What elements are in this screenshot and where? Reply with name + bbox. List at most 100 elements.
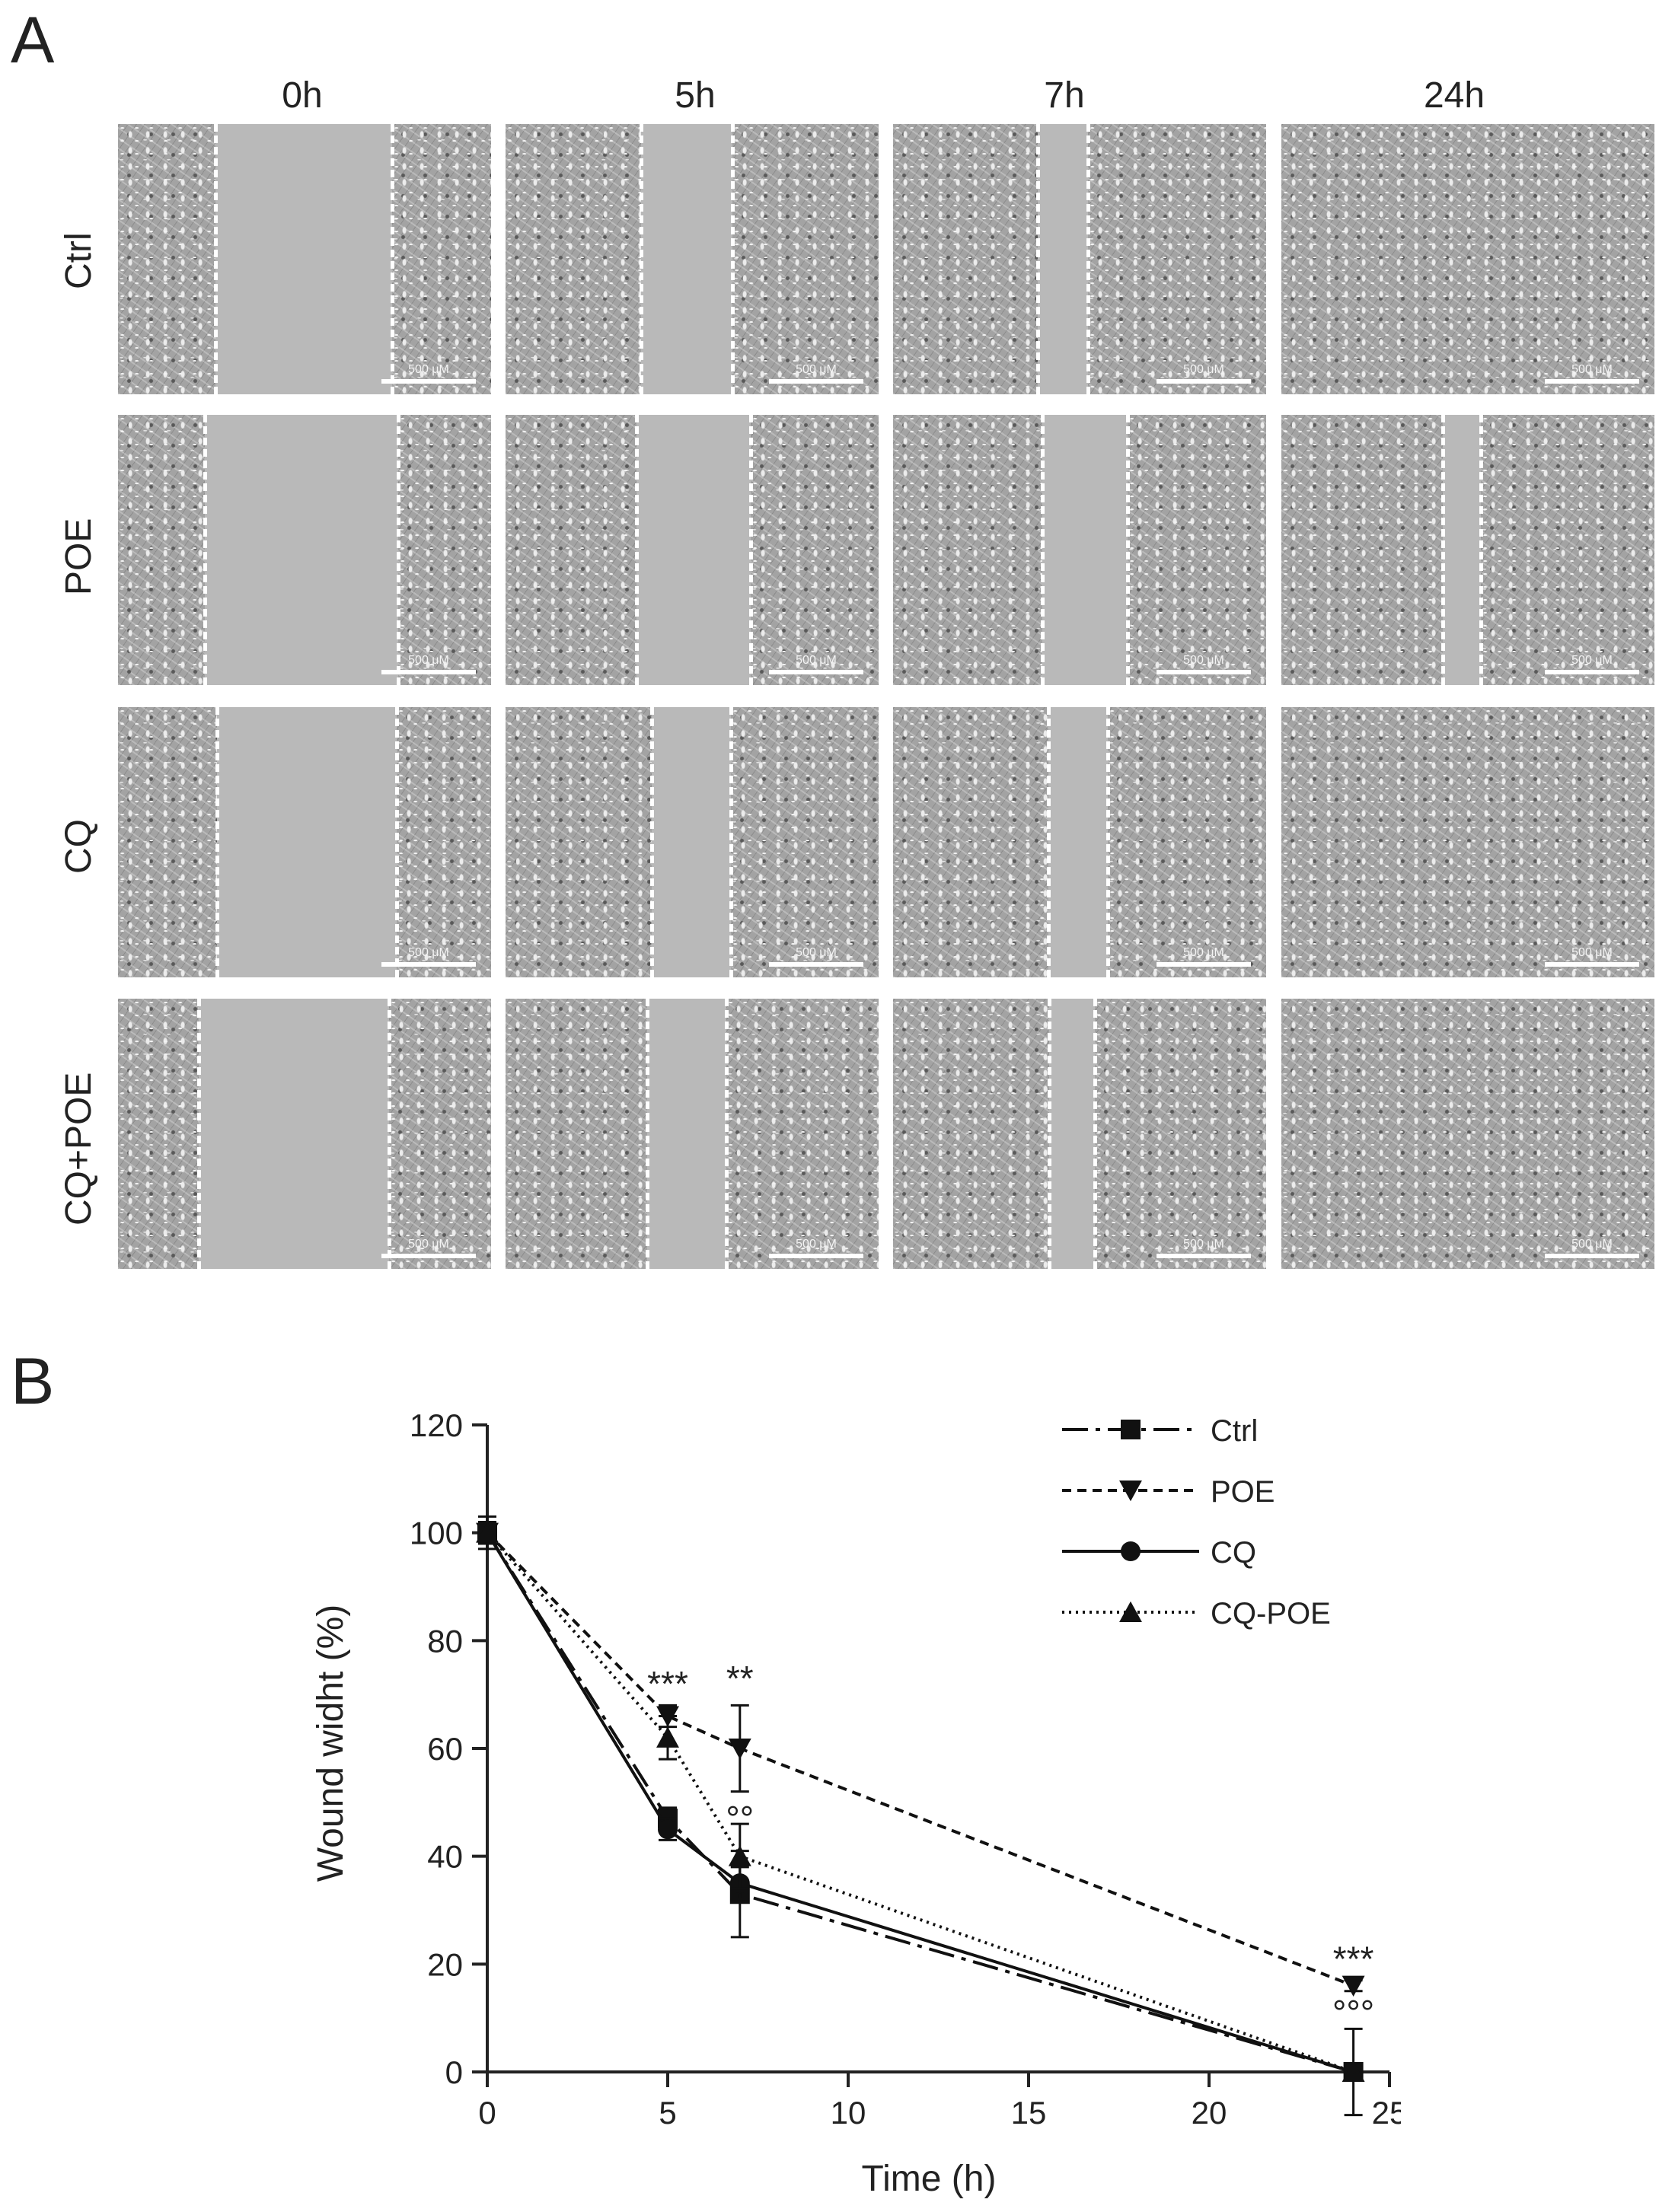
micrograph-ctrl-0h: 500 μM bbox=[118, 124, 491, 394]
micrograph-poe-0h: 500 μM bbox=[118, 415, 491, 685]
wound-edge-right bbox=[388, 999, 391, 1269]
x-tick-label: 20 bbox=[1192, 2095, 1227, 2131]
data-point bbox=[1342, 1975, 1365, 1997]
scale-bar: 500 μM bbox=[381, 655, 476, 674]
legend-label-poe: POE bbox=[1211, 1475, 1275, 1509]
scale-bar-line bbox=[1545, 1254, 1639, 1258]
x-tick-label: 15 bbox=[1011, 2095, 1047, 2131]
wound-edge-right bbox=[749, 415, 753, 685]
chart-series-layer bbox=[476, 1515, 1365, 2117]
cell-layer-left bbox=[118, 999, 199, 1269]
cell-layer-left bbox=[893, 999, 1049, 1269]
scale-bar-line bbox=[381, 670, 476, 674]
wound-gap bbox=[641, 124, 732, 394]
cell-layer-right bbox=[731, 707, 879, 977]
condition-label-cq: CQ bbox=[59, 819, 99, 874]
significance-marker: *** bbox=[647, 1664, 688, 1704]
cell-layer-left bbox=[118, 707, 217, 977]
wound-edge-right bbox=[1106, 707, 1110, 977]
wound-gap bbox=[199, 999, 389, 1269]
y-tick-label: 120 bbox=[410, 1407, 463, 1443]
scale-bar: 500 μM bbox=[381, 1238, 476, 1258]
cell-layer-left bbox=[893, 415, 1042, 685]
scale-bar-label: 500 μM bbox=[408, 363, 449, 376]
micrograph-poe-5h: 500 μM bbox=[506, 415, 879, 685]
scale-bar: 500 μM bbox=[769, 947, 863, 967]
legend-label-ctrl: Ctrl bbox=[1211, 1414, 1258, 1448]
micrograph-cq-poe-5h: 500 μM bbox=[506, 999, 879, 1269]
cell-layer-right bbox=[398, 415, 491, 685]
wound-edge-right bbox=[731, 124, 735, 394]
micrograph-cq-7h: 500 μM bbox=[893, 707, 1266, 977]
data-point bbox=[728, 1739, 751, 1760]
cell-layer-confluent bbox=[1281, 999, 1654, 1269]
scale-bar: 500 μM bbox=[1545, 655, 1639, 674]
panel-b-letter: B bbox=[11, 1345, 55, 1418]
scale-bar: 500 μM bbox=[1545, 364, 1639, 384]
wound-edge-left bbox=[640, 124, 643, 394]
cell-layer-right bbox=[732, 124, 879, 394]
scale-bar: 500 μM bbox=[769, 655, 863, 674]
wound-gap bbox=[1042, 415, 1128, 685]
cell-layer-left bbox=[1281, 415, 1443, 685]
wound-edge-left bbox=[646, 999, 649, 1269]
cell-layer-left bbox=[506, 707, 652, 977]
cell-layer-right bbox=[392, 124, 491, 394]
wound-edge-right bbox=[1093, 999, 1097, 1269]
data-point bbox=[658, 1819, 678, 1840]
y-tick-label: 80 bbox=[427, 1623, 463, 1659]
cell-layer-left bbox=[506, 124, 641, 394]
cell-layer-right bbox=[1088, 124, 1266, 394]
wound-edge-left bbox=[1441, 415, 1445, 685]
wound-gap bbox=[652, 707, 731, 977]
wound-edge-left bbox=[203, 415, 207, 685]
data-point bbox=[728, 1845, 751, 1866]
scale-bar-line bbox=[1157, 379, 1251, 384]
wound-edge-right bbox=[395, 707, 399, 977]
scale-bar-line bbox=[769, 1254, 863, 1258]
cell-layer-right bbox=[389, 999, 491, 1269]
chart-annotation-layer: *** **°°***°°° bbox=[647, 1659, 1374, 2032]
series-line bbox=[486, 1532, 1354, 1987]
cell-layer-left bbox=[893, 707, 1048, 977]
cell-layer-left bbox=[506, 415, 636, 685]
cell-layer-left bbox=[893, 124, 1038, 394]
condition-label-cq-poe: CQ+POE bbox=[59, 1072, 99, 1226]
wound-gap bbox=[647, 999, 726, 1269]
x-tick-label: 25 bbox=[1372, 2095, 1401, 2131]
scale-bar-label: 500 μM bbox=[796, 654, 837, 667]
scale-bar: 500 μM bbox=[1157, 364, 1251, 384]
micrograph-cq-24h: 500 μM bbox=[1281, 707, 1654, 977]
micrograph-cq-poe-0h: 500 μM bbox=[118, 999, 491, 1269]
micrograph-poe-7h: 500 μM bbox=[893, 415, 1266, 685]
scale-bar-line bbox=[769, 379, 863, 384]
chart-axes: 0 20 40 60 80 100 120 0 5 10 15 20 25 bbox=[410, 1407, 1401, 2131]
scale-bar: 500 μM bbox=[769, 364, 863, 384]
y-axis-label: Wound widht (%) bbox=[311, 1605, 351, 1882]
condition-label-poe: POE bbox=[59, 518, 99, 595]
legend-label-cq: CQ bbox=[1211, 1536, 1256, 1570]
series-line bbox=[486, 1532, 1354, 2073]
y-tick-label: 20 bbox=[427, 1946, 463, 1982]
y-tick-label: 60 bbox=[427, 1731, 463, 1767]
scale-bar-line bbox=[1545, 379, 1639, 384]
legend-marker-cq-poe bbox=[1119, 1601, 1142, 1622]
cell-layer-right bbox=[726, 999, 879, 1269]
cell-layer-confluent bbox=[1281, 124, 1654, 394]
scale-bar-label: 500 μM bbox=[1183, 654, 1224, 667]
scale-bar-line bbox=[1545, 962, 1639, 967]
scale-bar-line bbox=[381, 962, 476, 967]
y-tick-label: 0 bbox=[445, 2054, 463, 2090]
cell-layer-right bbox=[1095, 999, 1266, 1269]
wound-edge-right bbox=[725, 999, 729, 1269]
scale-bar-label: 500 μM bbox=[1571, 946, 1613, 959]
wound-edge-left bbox=[1041, 415, 1045, 685]
wound-edge-right bbox=[729, 707, 733, 977]
wound-gap bbox=[1048, 707, 1108, 977]
significance-marker: °°° bbox=[1332, 1993, 1374, 2032]
wound-edge-right bbox=[1126, 415, 1130, 685]
micrograph-cq-poe-24h: 500 μM bbox=[1281, 999, 1654, 1269]
x-tick-label: 10 bbox=[831, 2095, 866, 2131]
scale-bar-label: 500 μM bbox=[796, 363, 837, 376]
